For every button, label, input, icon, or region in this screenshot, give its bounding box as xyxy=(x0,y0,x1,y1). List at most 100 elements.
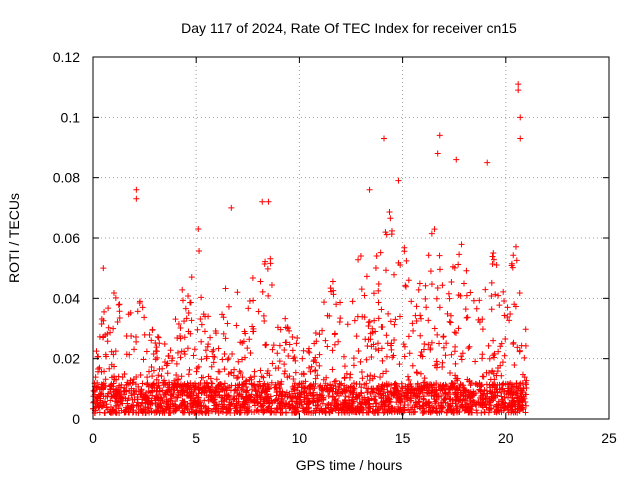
data-point xyxy=(486,355,493,362)
data-point xyxy=(409,362,416,369)
data-point xyxy=(427,268,434,275)
data-point xyxy=(201,397,208,404)
data-point xyxy=(402,282,409,289)
data-point xyxy=(208,389,215,396)
data-point-peak xyxy=(517,135,524,142)
data-point xyxy=(422,282,429,289)
data-point xyxy=(375,409,382,416)
data-point xyxy=(289,403,296,410)
data-point xyxy=(372,406,379,413)
data-point xyxy=(358,384,365,391)
data-point xyxy=(263,341,270,348)
data-point xyxy=(104,338,111,345)
data-point xyxy=(127,377,134,384)
data-point xyxy=(137,372,144,379)
data-point xyxy=(105,324,112,331)
data-point xyxy=(325,401,332,408)
data-point xyxy=(101,398,108,405)
data-point xyxy=(251,373,258,380)
data-point xyxy=(268,379,275,386)
data-point xyxy=(186,386,193,393)
data-point xyxy=(96,402,103,409)
data-point xyxy=(440,404,447,411)
data-point xyxy=(425,341,432,348)
data-point xyxy=(386,209,393,216)
data-point xyxy=(323,374,330,381)
y-axis-label: ROTI / TECUs xyxy=(6,193,22,283)
data-point xyxy=(373,400,380,407)
data-point xyxy=(260,396,267,403)
data-point xyxy=(236,409,243,416)
data-point xyxy=(129,402,136,409)
data-point xyxy=(266,372,273,379)
data-point xyxy=(271,384,278,391)
data-point xyxy=(282,324,289,331)
data-point xyxy=(257,367,264,374)
data-point xyxy=(442,381,449,388)
data-point xyxy=(368,343,375,350)
data-point xyxy=(133,373,140,380)
data-point xyxy=(266,400,273,407)
data-point xyxy=(203,408,210,415)
data-point xyxy=(383,382,390,389)
data-point xyxy=(193,368,200,375)
data-point xyxy=(276,358,283,365)
data-point xyxy=(500,288,507,295)
data-point xyxy=(495,292,502,299)
data-point xyxy=(316,331,323,338)
data-point xyxy=(422,295,429,302)
data-point xyxy=(501,298,508,305)
data-point xyxy=(277,326,284,333)
data-point xyxy=(295,408,302,415)
y-tick-label: 0.02 xyxy=(53,351,80,367)
data-point-peak xyxy=(228,204,235,211)
data-point xyxy=(391,321,398,328)
data-point xyxy=(107,403,114,410)
data-point xyxy=(219,386,226,393)
data-point xyxy=(198,294,205,301)
data-point xyxy=(98,315,105,322)
data-point xyxy=(215,345,222,352)
data-point xyxy=(506,317,513,324)
data-point xyxy=(338,406,345,413)
data-point xyxy=(345,394,352,401)
data-point xyxy=(96,333,103,340)
data-point xyxy=(443,340,450,347)
data-point xyxy=(378,306,385,313)
data-point-peak xyxy=(133,186,140,193)
data-point xyxy=(234,390,241,397)
data-point xyxy=(288,388,295,395)
data-point xyxy=(261,317,268,324)
data-point xyxy=(341,399,348,406)
data-point xyxy=(110,351,117,358)
data-point xyxy=(149,392,156,399)
data-point xyxy=(417,315,424,322)
data-point xyxy=(453,330,460,337)
data-point xyxy=(169,400,176,407)
data-point xyxy=(185,293,192,300)
data-point xyxy=(164,398,171,405)
data-point xyxy=(286,390,293,397)
data-point xyxy=(293,340,300,347)
data-point xyxy=(423,401,430,408)
data-point xyxy=(452,372,459,379)
data-point xyxy=(186,366,193,373)
y-tick-label: 0.04 xyxy=(53,290,80,306)
data-point xyxy=(301,393,308,400)
data-point xyxy=(259,402,266,409)
data-point xyxy=(138,386,145,393)
data-point xyxy=(491,350,498,357)
data-point xyxy=(522,379,529,386)
data-point xyxy=(130,402,137,409)
data-point xyxy=(319,392,326,399)
data-point xyxy=(329,347,336,354)
data-point xyxy=(174,387,181,394)
data-point xyxy=(517,380,524,387)
data-point xyxy=(407,406,414,413)
data-point-peak xyxy=(484,159,491,166)
data-point xyxy=(127,406,134,413)
data-point xyxy=(148,337,155,344)
data-point xyxy=(181,398,188,405)
data-point xyxy=(479,401,486,408)
data-point xyxy=(148,364,155,371)
